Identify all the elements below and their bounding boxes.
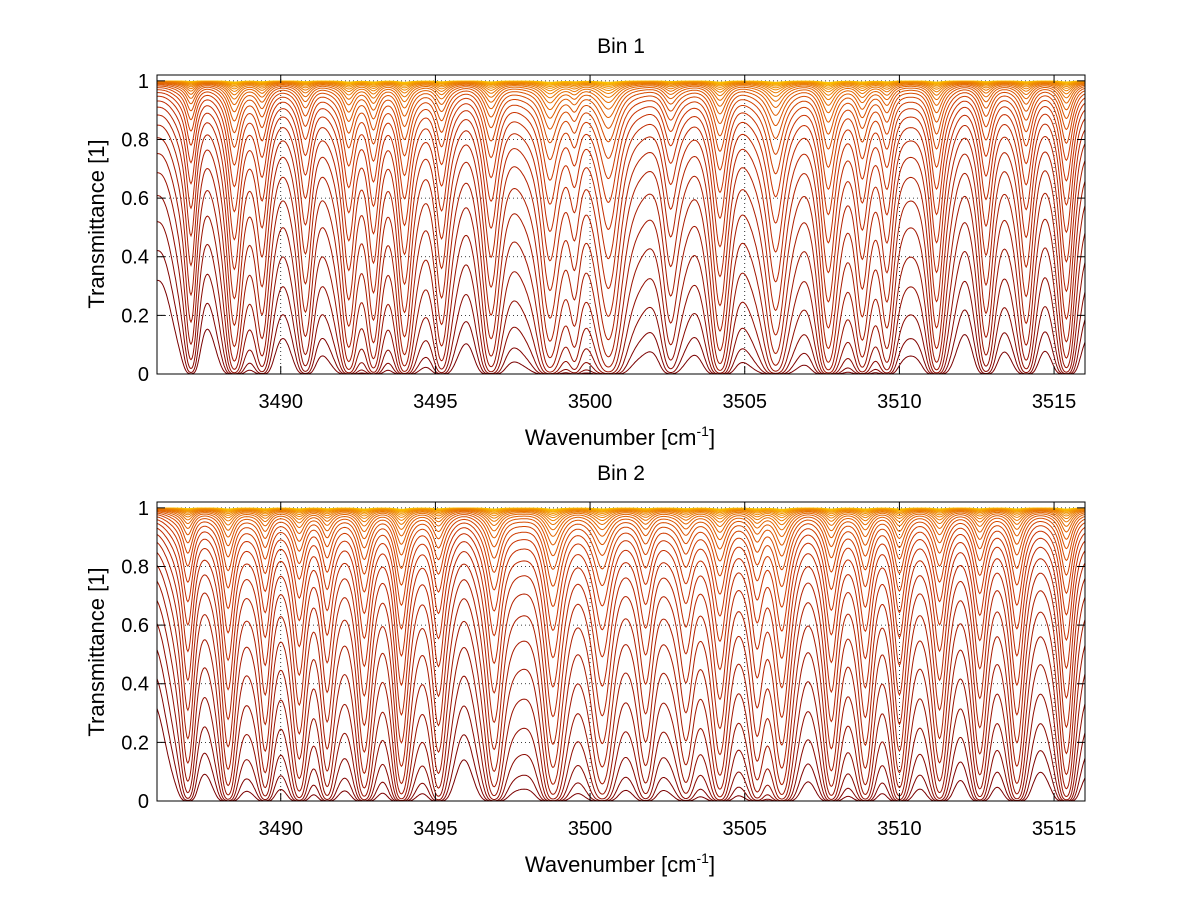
series-line xyxy=(157,114,1086,329)
series-line xyxy=(156,512,1086,571)
y-tick-label: 0.2 xyxy=(121,732,149,754)
chart-title: Bin 1 xyxy=(597,35,645,58)
y-tick-label: 0.6 xyxy=(121,188,149,210)
series-line xyxy=(157,221,1086,375)
series-line xyxy=(157,82,1086,114)
series-line xyxy=(157,124,1086,350)
series-line xyxy=(157,80,1085,88)
y-tick-label: 0.8 xyxy=(121,556,149,578)
series-line xyxy=(156,600,1086,800)
series-line xyxy=(157,508,1086,526)
series-line xyxy=(156,153,1086,371)
y-tick-label: 1 xyxy=(138,71,149,93)
series-line xyxy=(157,106,1086,303)
series-line xyxy=(157,80,1085,90)
y-tick-label: 1 xyxy=(138,498,149,520)
x-tick-label: 3490 xyxy=(258,818,303,840)
axis-ticks: 3490 3495 3500 3505 3510 3515 0 0.2 0.4 0.6 0.8 1 xyxy=(121,71,1085,413)
series-line xyxy=(157,510,1086,546)
series-line xyxy=(157,250,1086,375)
series-line xyxy=(157,508,1086,522)
series-line xyxy=(156,678,1086,802)
axis-ticks: 3490 3495 3500 3505 3510 3515 0 0.2 0.4 0.6 0.8 1 xyxy=(121,498,1085,840)
x-tick-label: 3500 xyxy=(568,818,613,840)
series-line xyxy=(157,83,1086,123)
series-line xyxy=(157,81,1086,101)
x-tick-label: 3505 xyxy=(722,391,767,413)
x-tick-label: 3505 xyxy=(722,818,767,840)
y-tick-label: 0.4 xyxy=(121,247,149,269)
series-line xyxy=(156,533,1086,719)
x-tick-label: 3515 xyxy=(1032,818,1077,840)
series-line xyxy=(156,522,1086,660)
series-line xyxy=(157,195,1086,375)
x-axis-label-close: ] xyxy=(709,852,715,877)
series-line xyxy=(157,81,1085,96)
x-tick-label: 3495 xyxy=(413,391,458,413)
series-line xyxy=(157,85,1086,150)
y-tick-label: 0 xyxy=(138,791,149,813)
x-axis-label: Wavenumber [cm-1] xyxy=(525,850,715,877)
series-line xyxy=(156,623,1086,802)
series-line xyxy=(156,511,1086,557)
series-line xyxy=(157,87,1086,169)
x-tick-label: 3500 xyxy=(568,391,613,413)
x-axis-label-close: ] xyxy=(709,425,715,450)
series-line xyxy=(157,137,1086,363)
series-lines xyxy=(156,80,1086,375)
series-line xyxy=(156,541,1086,746)
series-line xyxy=(157,507,1086,516)
series-line xyxy=(156,708,1086,802)
x-tick-label: 3510 xyxy=(877,818,922,840)
series-line xyxy=(156,509,1086,538)
y-tick-label: 0.6 xyxy=(121,615,149,637)
x-axis-label-sup: -1 xyxy=(697,423,710,439)
series-line xyxy=(157,95,1086,244)
series-line xyxy=(156,649,1086,802)
y-tick-label: 0.8 xyxy=(121,129,149,151)
x-tick-label: 3495 xyxy=(413,818,458,840)
series-line xyxy=(156,519,1086,632)
chart-panel-bin-1: Bin 1 3490 3495 3500 3505 3510 3515 0 0.2 0.4 0.6… xyxy=(84,35,1086,450)
series-line xyxy=(157,100,1086,274)
series-line xyxy=(156,527,1086,689)
series-line xyxy=(157,89,1086,190)
chart-panel-bin-2: Bin 2 3490 3495 3500 3505 3510 3515 0 0.2 0.4 0.6… xyxy=(84,462,1086,877)
x-tick-label: 3515 xyxy=(1032,391,1077,413)
series-line xyxy=(157,509,1086,531)
y-tick-label: 0.4 xyxy=(121,674,149,696)
plot-frame xyxy=(156,74,1086,375)
series-line xyxy=(157,84,1086,135)
series-line xyxy=(157,92,1086,216)
series-line xyxy=(156,514,1086,588)
y-tick-label: 0 xyxy=(138,364,149,386)
series-line xyxy=(157,81,1086,93)
x-axis-label: Wavenumber [cm-1] xyxy=(525,423,715,450)
x-tick-label: 3490 xyxy=(258,391,303,413)
y-axis-label: Transmittance [1] xyxy=(84,567,109,736)
series-line xyxy=(157,172,1086,374)
series-line xyxy=(156,580,1086,796)
series-line xyxy=(156,552,1086,769)
x-axis-label-sup: -1 xyxy=(697,850,710,866)
x-axis-label-text: Wavenumber [cm xyxy=(525,852,697,877)
chart-title: Bin 2 xyxy=(597,462,645,485)
series-line xyxy=(156,565,1086,786)
plot-frame xyxy=(156,501,1086,802)
series-lines xyxy=(156,507,1086,802)
x-axis-label-text: Wavenumber [cm xyxy=(525,425,697,450)
series-line xyxy=(156,516,1086,608)
y-axis-label: Transmittance [1] xyxy=(84,139,109,308)
y-tick-label: 0.2 xyxy=(121,305,149,327)
series-line xyxy=(157,508,1086,519)
series-line xyxy=(157,82,1086,106)
x-tick-label: 3510 xyxy=(877,391,922,413)
